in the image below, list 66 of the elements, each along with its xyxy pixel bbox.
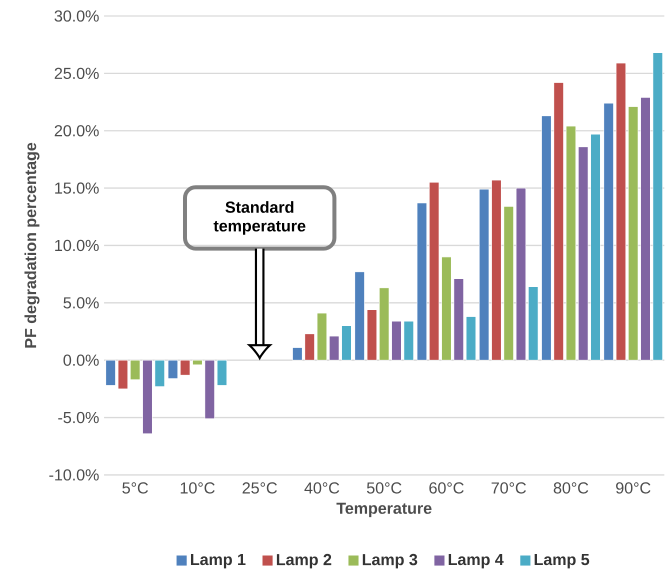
bar [554, 82, 564, 360]
bar [130, 360, 140, 380]
y-tick-label: -5.0% [58, 412, 99, 424]
y-axis-title: PF degradation percentage [24, 142, 40, 348]
bar [491, 180, 502, 360]
bar [142, 360, 153, 434]
bar [454, 278, 464, 360]
bar [316, 312, 328, 360]
bar [292, 347, 302, 360]
y-tick-label: 5.0% [64, 297, 99, 308]
bar [341, 326, 352, 360]
y-tick-label: 25.0% [54, 68, 99, 80]
bar [590, 134, 601, 360]
bar [578, 146, 588, 360]
bar [640, 97, 651, 360]
bar [106, 360, 116, 386]
legend-label: Lamp 1 [190, 554, 246, 568]
bar [304, 334, 315, 360]
bar [379, 288, 390, 360]
x-tick-label: 90°C [616, 482, 650, 494]
y-tick-label: 30.0% [54, 10, 99, 22]
bar [429, 182, 440, 360]
bar [354, 272, 365, 360]
bar [404, 320, 414, 360]
annotation: Standard temperature [214, 201, 306, 235]
bar [118, 360, 128, 390]
bar [441, 256, 452, 360]
x-tick-label: 40°C [304, 482, 340, 494]
bar [466, 316, 476, 360]
bar [391, 320, 402, 360]
x-tick-label: 60°C [429, 482, 464, 494]
y-tick-label: 20.0% [54, 125, 99, 136]
legend-label: Lamp 5 [534, 554, 590, 568]
x-tick-label: 5°C [122, 482, 148, 494]
bar [192, 360, 202, 366]
y-tick-label: 0.0% [63, 354, 99, 366]
bar [168, 360, 178, 379]
bar [154, 360, 165, 387]
legend-label: Lamp 4 [448, 554, 504, 568]
x-tick-label: 80°C [554, 482, 588, 494]
x-tick-label: 70°C [492, 482, 526, 494]
y-tick-label: 10.0% [55, 240, 99, 252]
bar [604, 102, 614, 360]
bar [366, 309, 377, 360]
x-tick-label: 10°C [180, 482, 215, 494]
bar [628, 106, 638, 360]
bar [516, 188, 526, 360]
bar [329, 336, 340, 360]
legend-label: Lamp 2 [276, 554, 332, 568]
y-tick-label: -10.0% [49, 469, 99, 481]
x-tick-label: 50°C [366, 482, 402, 494]
y-tick-label: 15.0% [55, 182, 99, 194]
bar [616, 62, 626, 360]
bar [504, 206, 514, 360]
legend-label: Lamp 3 [362, 554, 418, 568]
x-tick-label: 25°C [242, 482, 277, 494]
bar [528, 286, 538, 360]
bar [541, 116, 552, 360]
bar [652, 52, 663, 360]
bar [204, 360, 215, 419]
bar [216, 360, 228, 386]
bar [416, 202, 427, 360]
bar [566, 126, 576, 360]
bar [479, 188, 490, 360]
bar [180, 360, 190, 376]
x-axis-title: Temperature [336, 502, 432, 518]
